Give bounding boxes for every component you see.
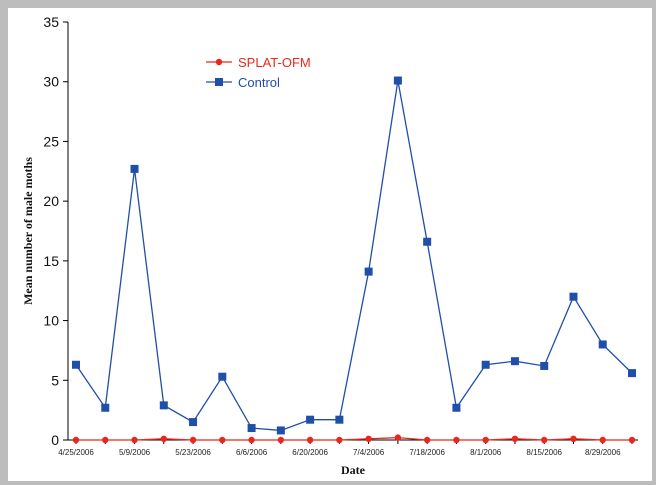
chart-panel: 0 5 10 15 20 25 30 35 4/25/2006 5/9/2006 5/23/200… [8,8,652,481]
data-point-control [72,360,80,369]
data-point-control [189,418,198,427]
data-point-splat-ofm [131,436,138,444]
data-point-control [276,426,285,435]
line-chart: 0 5 10 15 20 25 30 35 4/25/2006 5/9/2006 5/23/200… [21,14,638,477]
x-axis: 4/25/2006 5/9/2006 5/23/2006 6/6/2006 6/20/2… [58,439,638,457]
x-tick-label: 8/1/2006 [470,448,502,457]
data-point-control [393,76,402,85]
data-point-splat-ofm [599,436,606,444]
data-point-control [481,360,490,369]
series-layer [72,76,636,444]
series-line-control [75,80,633,432]
x-tick-label: 7/18/2006 [409,448,445,457]
y-tick-label: 15 [43,253,59,269]
data-point-splat-ofm [482,436,489,444]
data-point-control [510,357,519,366]
data-point-control [306,415,315,424]
data-point-splat-ofm [219,436,226,444]
data-point-splat-ofm [541,436,548,444]
data-point-control [130,164,139,173]
data-point-control [452,403,461,412]
data-point-control [628,369,636,378]
data-point-splat-ofm [306,436,314,444]
x-tick-label: 5/23/2006 [175,448,211,457]
data-point-control [540,361,549,370]
data-point-splat-ofm [248,436,255,444]
data-point-splat-ofm [628,436,636,444]
data-point-splat-ofm [336,436,343,444]
data-point-control [218,372,227,381]
x-tick-label: 5/9/2006 [119,448,151,457]
data-point-splat-ofm [365,435,372,443]
x-axis-title: Date [341,463,366,477]
x-tick-label: 8/29/2006 [585,448,621,457]
data-point-control [335,415,344,424]
data-point-control [247,424,256,433]
data-point-splat-ofm [72,436,80,444]
data-point-splat-ofm [423,436,431,444]
data-point-splat-ofm [453,436,460,444]
data-point-splat-ofm [511,435,519,443]
y-tick-label: 5 [51,372,59,388]
data-point-splat-ofm [102,436,109,444]
data-point-control [101,403,110,412]
x-tick-label: 6/20/2006 [292,448,328,457]
y-axis: 0 5 10 15 20 25 30 35 [43,14,69,448]
data-point-splat-ofm [570,435,577,443]
legend-marker-splat-ofm [215,58,223,66]
data-point-splat-ofm [394,434,402,441]
legend-label-splat-ofm: SPLAT-OFM [238,55,311,70]
x-tick-label: 6/6/2006 [236,448,268,457]
data-point-control [423,237,432,246]
series-line-splat-ofm [76,436,632,441]
y-tick-label: 0 [51,432,59,448]
x-tick-label: 7/4/2006 [353,448,385,457]
data-point-control [598,340,607,349]
y-axis-title: Mean number of male moths [21,157,35,305]
data-point-control [159,401,168,410]
data-point-control [364,267,373,276]
data-point-splat-ofm [189,436,197,444]
legend-label-control: Control [238,75,280,90]
legend: SPLAT-OFM Control [206,55,311,90]
y-tick-label: 30 [43,74,59,90]
x-tick-label: 4/25/2006 [58,448,94,457]
data-point-splat-ofm [277,436,285,444]
x-tick-label: 8/15/2006 [526,448,562,457]
data-point-splat-ofm [160,435,167,443]
y-tick-label: 20 [43,193,59,209]
y-tick-label: 35 [43,14,59,30]
legend-marker-control [215,78,223,86]
y-tick-label: 10 [43,313,59,329]
data-point-control [569,292,578,301]
y-tick-label: 25 [43,133,59,149]
